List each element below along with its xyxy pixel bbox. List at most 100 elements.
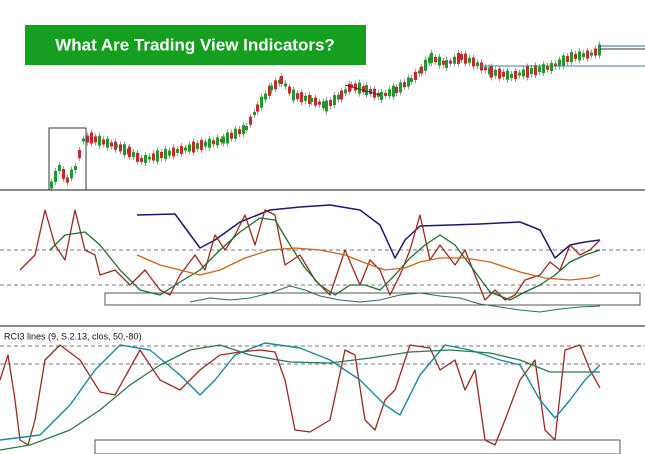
candle-body [119, 144, 122, 152]
candle-body [216, 137, 219, 146]
candle-body [274, 80, 277, 90]
candle-body [238, 129, 241, 135]
candle-body [156, 150, 159, 162]
candle-body [418, 70, 421, 74]
candle-body [144, 155, 147, 163]
candle-body [403, 82, 406, 88]
candle-body [280, 76, 283, 84]
zone-box [94, 439, 621, 454]
candle-body [514, 71, 517, 79]
candle-body [270, 85, 273, 91]
candle-body [414, 72, 417, 80]
candle-body [384, 92, 387, 96]
candle-body [78, 150, 81, 158]
candle-body [453, 56, 456, 64]
candle-body [395, 87, 398, 93]
candle-body [340, 90, 343, 100]
candle-body [62, 169, 65, 179]
candle-body [488, 67, 491, 75]
candle-body [110, 142, 113, 147]
candle-body [502, 71, 505, 77]
candle-body [90, 132, 93, 144]
candle-body [546, 65, 549, 70]
candle-body [578, 51, 581, 61]
candle-body [268, 85, 271, 96]
candle-body [582, 53, 585, 58]
candle-body [98, 135, 101, 146]
candle-body [438, 56, 441, 66]
candle-body [506, 70, 509, 80]
candle-body [428, 57, 431, 64]
candle-body [102, 139, 105, 145]
indicator-line [189, 285, 601, 313]
indicator-label: RCI3 lines (9, S.2.13, clos, 50,-80) [4, 331, 142, 341]
candle-body [242, 125, 245, 135]
candle-body [348, 83, 351, 92]
candle-body [476, 62, 479, 67]
candle-body [160, 152, 163, 158]
price-candles [50, 41, 601, 192]
candle-body [350, 84, 353, 88]
candle-body [86, 135, 89, 143]
candle-body [494, 69, 497, 76]
candle-body [542, 64, 545, 74]
candle-body [598, 44, 601, 56]
candle-body [550, 63, 553, 71]
candle-body [54, 171, 57, 182]
candle-body [288, 86, 291, 94]
candle-body [140, 158, 143, 162]
candle-body [184, 147, 187, 151]
candle-body [337, 94, 340, 100]
candle-body [442, 60, 445, 65]
candle-body [538, 66, 541, 72]
candle-body [420, 66, 423, 74]
candle-body [278, 79, 281, 84]
candle-body [196, 143, 199, 149]
candle-body [430, 53, 433, 63]
indicator-line [49, 217, 601, 301]
candle-body [152, 153, 155, 161]
candle-body [74, 166, 77, 170]
candle-body [534, 65, 537, 76]
candle-body [256, 104, 259, 112]
candle-body [526, 66, 529, 78]
candle-body [50, 181, 53, 189]
candle-body [392, 85, 395, 97]
title-banner [25, 25, 366, 65]
candle-body [200, 140, 203, 150]
candle-body [222, 136, 225, 144]
candle-body [180, 146, 183, 154]
candle-body [226, 132, 229, 144]
candle-body [490, 66, 493, 78]
candle-body [369, 89, 372, 95]
candle-body [554, 63, 557, 67]
candle-body [558, 59, 561, 67]
candle-body [445, 60, 448, 68]
candle-body [468, 57, 471, 63]
candle-body [522, 69, 525, 77]
candle-body [594, 48, 597, 56]
indicator-line [136, 204, 601, 259]
candle-body [164, 149, 167, 159]
candle-body [388, 89, 391, 97]
candle-body [234, 128, 237, 139]
candle-body [208, 138, 211, 148]
candle-body [304, 95, 307, 101]
candle-body [424, 59, 427, 71]
candle-body [590, 52, 593, 56]
candle-body [460, 54, 463, 60]
candle-body [314, 97, 317, 106]
candle-body [310, 98, 313, 102]
candle-body [245, 126, 248, 130]
candle-body [407, 77, 410, 87]
indicator-line [19, 209, 601, 301]
candle-body [132, 152, 135, 158]
candle-body [449, 60, 452, 64]
candle-body [434, 57, 437, 63]
candle-body [318, 101, 321, 105]
candle-body [380, 92, 383, 100]
candle-body [300, 92, 303, 103]
candle-body [148, 156, 151, 160]
